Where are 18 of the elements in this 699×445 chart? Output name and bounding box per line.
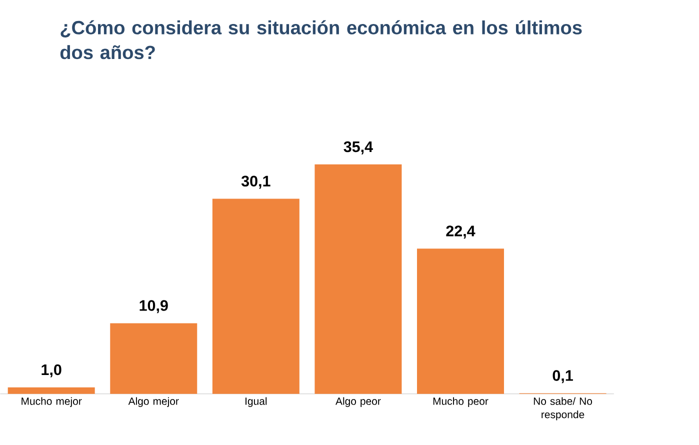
data-label: 35,4 xyxy=(344,141,373,154)
data-label: 0,1 xyxy=(552,370,573,383)
bar xyxy=(314,164,402,394)
data-label: 30,1 xyxy=(241,175,270,188)
bar xyxy=(8,387,95,394)
chart-title: ¿Cómo considera su situación económica en los últimos dos años? xyxy=(60,20,582,59)
data-label: 10,9 xyxy=(140,300,168,313)
data-label: 22,4 xyxy=(446,225,476,238)
data-label: 1,0 xyxy=(42,364,62,378)
bar xyxy=(417,248,504,394)
x-tick-label: Mucho mejor xyxy=(22,396,82,407)
x-tick-label: No sabe/ No responde xyxy=(534,396,592,420)
bar xyxy=(212,198,300,394)
x-tick-label: Algo mejor xyxy=(128,396,179,407)
bar xyxy=(110,322,198,394)
x-tick-label: Mucho peor xyxy=(433,396,488,407)
x-tick-label: Algo peor xyxy=(336,396,381,407)
x-tick-label: Igual xyxy=(246,396,267,407)
